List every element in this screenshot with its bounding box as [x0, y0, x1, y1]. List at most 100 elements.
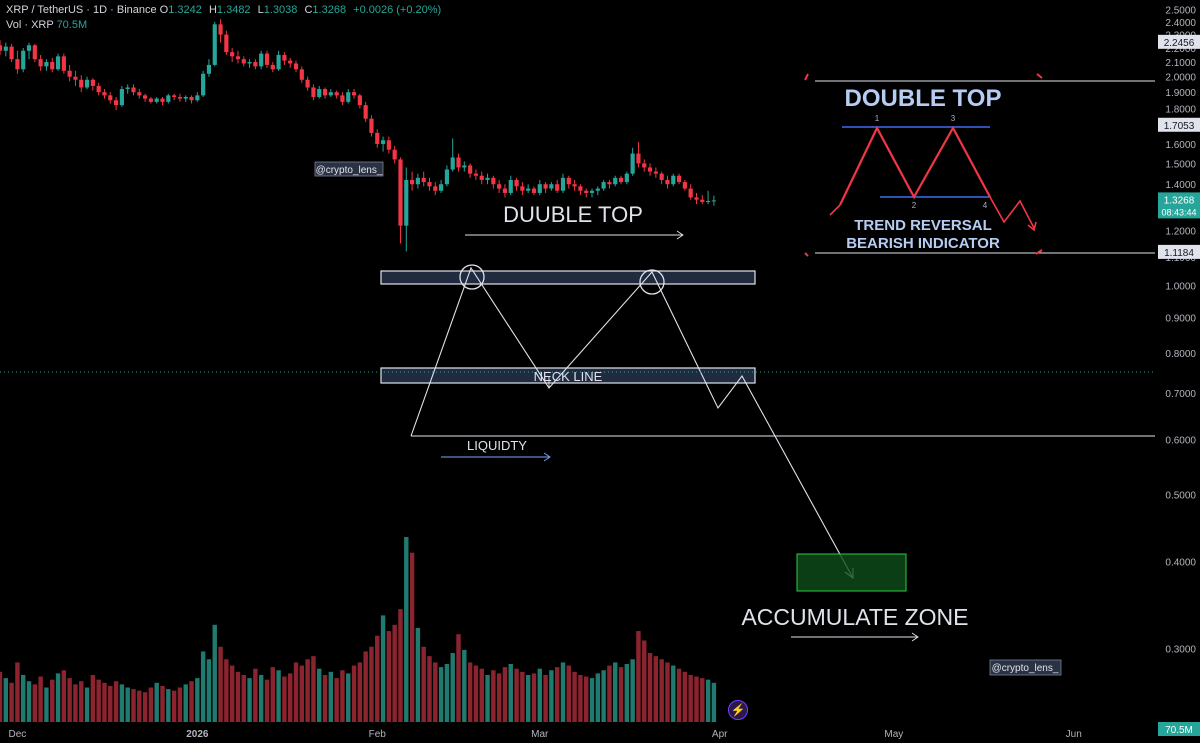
symbol-name[interactable]: XRP / TetherUS · 1D · Binance — [6, 4, 157, 16]
candle-body — [241, 59, 246, 64]
volume-bar — [171, 690, 177, 722]
candle — [409, 171, 415, 191]
volume-bar — [578, 674, 583, 722]
volume-value: 70.5M — [56, 19, 88, 31]
candle — [241, 56, 246, 67]
candle-body — [369, 118, 374, 133]
volume-bar — [584, 676, 589, 722]
y-tick-label: 1.8000 — [1165, 104, 1196, 115]
candle — [113, 96, 119, 111]
candle — [21, 48, 26, 73]
candle — [497, 179, 502, 193]
volume-bar — [421, 646, 426, 722]
candle — [502, 184, 508, 198]
candle-body — [363, 105, 368, 119]
accumulate-zone-box[interactable] — [796, 553, 907, 592]
candle — [288, 57, 293, 68]
symbol-header[interactable]: XRP / TetherUS · 1D · Binance O1.3242 H1… — [6, 4, 445, 16]
volume-bar — [317, 668, 322, 722]
candle — [380, 136, 386, 152]
volume-bar — [166, 689, 171, 722]
corner-br — [1035, 249, 1043, 255]
candle-body — [630, 153, 635, 174]
volume-bar — [9, 682, 14, 722]
x-tick-label: May — [884, 729, 903, 740]
lightning-icon[interactable]: ⚡ — [728, 700, 748, 720]
volume-bar — [247, 678, 252, 722]
candle-body — [508, 179, 513, 193]
volume-bar — [671, 665, 676, 722]
inset-number-3: 3 — [951, 114, 956, 123]
volume-bar — [108, 685, 113, 722]
candle-body — [61, 56, 66, 71]
candle-body — [624, 173, 629, 183]
candle-body — [299, 69, 304, 80]
candle — [351, 89, 357, 99]
candle — [636, 142, 641, 168]
candle — [172, 93, 177, 101]
volume-bar — [264, 679, 270, 722]
resistance-band[interactable] — [380, 270, 756, 285]
time-axis[interactable]: Dec 2026 Feb Mar Apr May Jun — [9, 729, 1082, 740]
candle-body — [386, 140, 391, 150]
volume-bar — [438, 667, 444, 722]
candle-body — [172, 95, 177, 97]
volume-bar — [96, 679, 101, 722]
volume-bar — [67, 678, 72, 722]
volume-bar — [79, 681, 84, 722]
inset-tail — [989, 196, 1035, 229]
candle — [671, 173, 676, 187]
pattern-path[interactable] — [410, 266, 854, 579]
candle-body — [177, 96, 183, 99]
volume-bar — [340, 670, 345, 722]
candle-body — [282, 54, 287, 61]
candle — [427, 177, 432, 191]
candle-body — [189, 96, 194, 101]
candle-body — [485, 177, 490, 180]
volume-bar — [305, 659, 310, 722]
candle — [154, 96, 159, 104]
candle-body — [578, 186, 583, 191]
candle — [340, 92, 345, 106]
volume-bar — [613, 662, 618, 722]
candle — [137, 89, 142, 99]
volume-bar — [189, 681, 194, 722]
y-tick-label: 2.0000 — [1165, 73, 1196, 84]
candle-body — [531, 188, 537, 193]
volume-bar — [566, 665, 571, 722]
volume-bar — [15, 662, 20, 722]
candle-body — [334, 92, 339, 96]
candle-body — [90, 79, 95, 86]
candle-body — [462, 165, 467, 168]
volume-bar — [618, 667, 624, 722]
candle — [247, 59, 252, 68]
volume-bar — [456, 634, 461, 722]
candle — [549, 182, 554, 191]
price-tag-label: 1.1184 — [1164, 248, 1194, 259]
arrow-accumulate-head — [911, 632, 919, 642]
candle-body — [653, 171, 658, 174]
candle — [706, 190, 711, 205]
volume-bar — [375, 635, 380, 722]
volume-bar — [682, 671, 688, 722]
watermark-top: @crypto_lens_ — [316, 165, 383, 176]
candle — [566, 175, 571, 189]
candle-body — [665, 179, 670, 185]
peak-circle-2[interactable] — [639, 269, 665, 295]
drawings-layer: 1 2 3 4 DOUBLE TOP TREND REVERSAL BEARIS… — [0, 73, 1155, 676]
peak-circle-1[interactable] — [459, 264, 485, 290]
volume-bar — [705, 679, 711, 722]
volume-bar — [21, 674, 26, 722]
candle — [491, 175, 496, 189]
volume-tag-bg — [1158, 722, 1200, 736]
volume-bar — [148, 687, 154, 722]
volume-label: Vol · XRP — [6, 19, 54, 31]
neckline-band[interactable] — [380, 367, 756, 384]
volume-header[interactable]: Vol · XRP 70.5M — [6, 19, 87, 31]
volume-bar — [229, 665, 235, 722]
candle-body — [479, 175, 484, 180]
volume-tag-label: 70.5M — [1165, 725, 1193, 736]
candle — [195, 92, 200, 102]
low-value: 1.3038 — [263, 4, 298, 16]
